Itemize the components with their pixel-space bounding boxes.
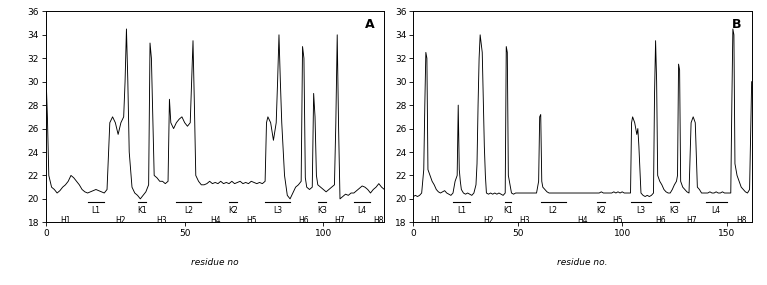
Text: H2: H2 (483, 216, 494, 225)
Text: L4: L4 (712, 206, 721, 215)
Text: H3: H3 (520, 216, 530, 225)
Text: H3: H3 (156, 216, 166, 225)
Text: K1: K1 (137, 206, 146, 215)
Text: L4: L4 (357, 206, 367, 215)
Text: L1: L1 (91, 206, 100, 215)
Text: H6: H6 (298, 216, 309, 225)
Text: H1: H1 (430, 216, 440, 225)
Text: H8: H8 (374, 216, 384, 225)
Text: H2: H2 (116, 216, 126, 225)
Text: L2: L2 (184, 206, 193, 215)
Text: L2: L2 (548, 206, 558, 215)
Text: H6: H6 (656, 216, 666, 225)
Text: B: B (732, 18, 742, 31)
Text: K2: K2 (229, 206, 238, 215)
Text: L3: L3 (273, 206, 282, 215)
Text: K3: K3 (317, 206, 327, 215)
Text: H1: H1 (60, 216, 71, 225)
Text: L3: L3 (637, 206, 646, 215)
X-axis label: residue no: residue no (192, 258, 239, 267)
Text: K2: K2 (597, 206, 606, 215)
Text: L1: L1 (457, 206, 466, 215)
X-axis label: residue no.: residue no. (558, 258, 607, 267)
Text: H4: H4 (210, 216, 220, 225)
Text: H7: H7 (334, 216, 345, 225)
Text: H5: H5 (613, 216, 624, 225)
Text: A: A (364, 18, 374, 31)
Text: H8: H8 (736, 216, 746, 225)
Text: K1: K1 (503, 206, 513, 215)
Text: K3: K3 (670, 206, 680, 215)
Text: H7: H7 (686, 216, 696, 225)
Text: H4: H4 (578, 216, 588, 225)
Text: H5: H5 (246, 216, 256, 225)
